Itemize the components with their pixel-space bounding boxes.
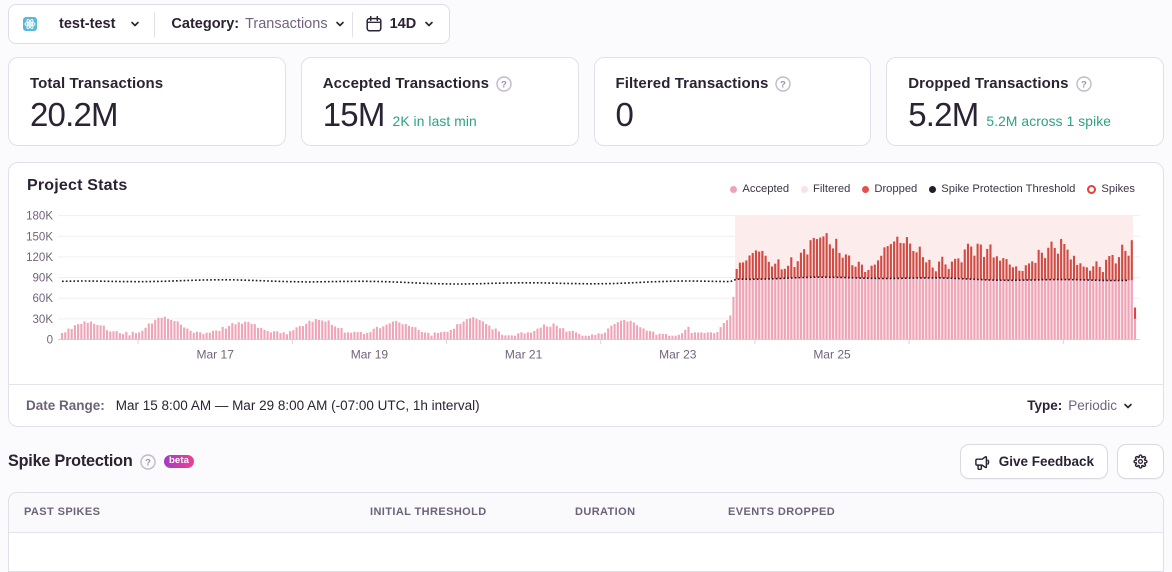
svg-text:0: 0 — [47, 335, 53, 347]
svg-text:?: ? — [1081, 79, 1087, 90]
svg-text:150K: 150K — [26, 231, 53, 243]
svg-text:180K: 180K — [26, 211, 53, 223]
svg-text:?: ? — [781, 79, 787, 90]
svg-text:Mar 23: Mar 23 — [659, 348, 697, 362]
svg-text:Mar 19: Mar 19 — [351, 348, 389, 362]
svg-text:Mar 25: Mar 25 — [813, 348, 851, 362]
svg-text:?: ? — [145, 457, 151, 468]
svg-text:60K: 60K — [33, 293, 54, 305]
svg-text:Mar 21: Mar 21 — [505, 348, 543, 362]
svg-text:?: ? — [501, 79, 507, 90]
svg-text:30K: 30K — [33, 314, 54, 326]
svg-text:90K: 90K — [33, 273, 54, 285]
svg-text:120K: 120K — [26, 252, 53, 264]
svg-text:Mar 17: Mar 17 — [197, 348, 235, 362]
